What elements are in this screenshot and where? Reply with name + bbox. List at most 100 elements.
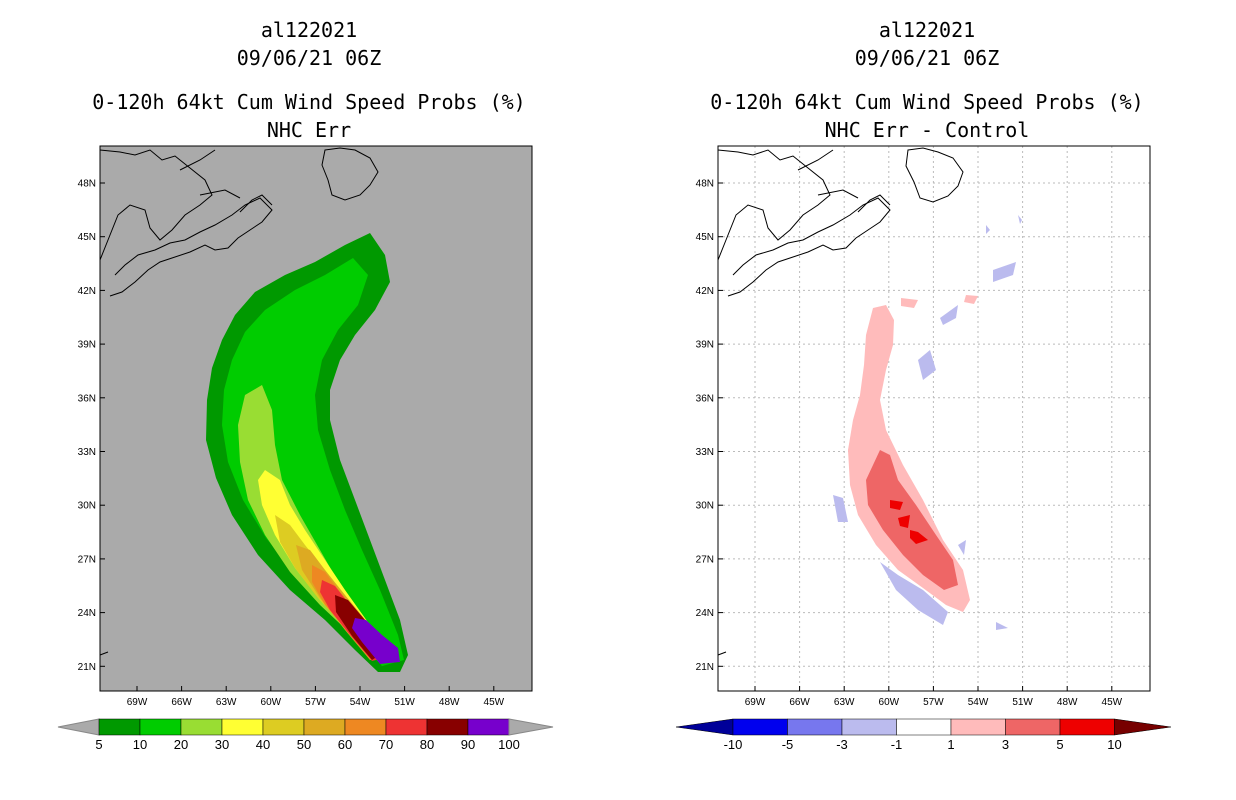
colorbar-swatch xyxy=(467,718,510,736)
colorbar-label: -3 xyxy=(836,737,848,752)
lat-label: 27N xyxy=(696,554,714,565)
contour-30-40 xyxy=(258,470,395,660)
colorbar-swatch xyxy=(180,718,223,736)
difference-contours xyxy=(833,215,1022,630)
lat-label: 39N xyxy=(696,340,714,351)
contour-neg-1-3-h xyxy=(958,540,966,555)
lat-label: 27N xyxy=(78,554,96,565)
colorbar-swatch xyxy=(950,718,1006,736)
subtitle: NHC Err - Control xyxy=(824,118,1030,142)
colorbar-label: 10 xyxy=(133,737,147,752)
contour-20-30 xyxy=(238,385,395,662)
lat-label: 45N xyxy=(696,232,714,243)
probability-contours xyxy=(206,233,408,672)
colorbar-label: 30 xyxy=(215,737,229,752)
colorbar: -10 -5 -3 -1 1 3 5 10 xyxy=(675,718,1172,752)
colorbar-label: 100 xyxy=(498,737,520,752)
lon-axis: 69W 66W 63W 60W 57W 54W 51W 48W 45W xyxy=(127,686,505,708)
lon-label: 54W xyxy=(350,697,371,708)
colorbar-swatch xyxy=(221,718,264,736)
colorbar-label: 5 xyxy=(95,737,102,752)
colorbar-label: 20 xyxy=(174,737,188,752)
colorbar-swatch xyxy=(344,718,387,736)
colorbar-label: 40 xyxy=(256,737,270,752)
map-svg: 48N 45N 42N 39N 36N 33N 30N 27N 24N 21N 69W 66W 63W… xyxy=(675,145,1172,752)
lat-label: 21N xyxy=(696,662,714,673)
lon-label: 57W xyxy=(305,697,326,708)
lat-label: 36N xyxy=(696,393,714,404)
storm-id-title: al122021 xyxy=(260,18,358,42)
colorbar-label: 80 xyxy=(420,737,434,752)
colorbar-swatch xyxy=(262,718,305,736)
datetime-title: 09/06/21 06Z xyxy=(236,46,382,70)
contour-pos-1-3-c xyxy=(964,295,978,304)
lat-label: 30N xyxy=(78,501,96,512)
lat-label: 21N xyxy=(78,662,96,673)
lon-label: 45W xyxy=(484,697,505,708)
colorbar-label: -5 xyxy=(782,737,794,752)
colorbar-high-end xyxy=(508,718,554,736)
right-panel: al122021 09/06/21 06Z 0-120h 64kt Cum Wi… xyxy=(618,0,1236,800)
lat-label: 30N xyxy=(696,501,714,512)
lon-label: 48W xyxy=(439,697,460,708)
lat-axis: 48N 45N 42N 39N 36N 33N 30N 27N 24N 21N xyxy=(696,179,723,673)
coastline xyxy=(99,147,379,656)
lon-label: 48W xyxy=(1057,697,1078,708)
contour-neg-1-3-d xyxy=(940,305,958,325)
lat-label: 48N xyxy=(78,179,96,190)
left-panel: al122021 09/06/21 06Z 0-120h 64kt Cum Wi… xyxy=(57,18,554,752)
contour-pos-1-3 xyxy=(848,305,970,612)
lat-label: 24N xyxy=(78,608,96,619)
lon-label: 60W xyxy=(261,697,282,708)
lon-label: 63W xyxy=(216,697,237,708)
lon-label: 45W xyxy=(1102,697,1123,708)
lat-label: 24N xyxy=(696,608,714,619)
colorbar-label: 3 xyxy=(1002,737,1009,752)
colorbar-label: -1 xyxy=(891,737,903,752)
colorbar-label: -10 xyxy=(724,737,743,752)
lon-label: 63W xyxy=(834,697,855,708)
subtitle: NHC Err xyxy=(266,118,352,142)
colorbar-label: 1 xyxy=(947,737,954,752)
contour-10-20 xyxy=(222,258,404,666)
colorbar-swatch xyxy=(1005,718,1061,736)
colorbar: 5 10 20 30 40 50 60 70 80 90 100 xyxy=(57,718,554,752)
datetime-title: 09/06/21 06Z xyxy=(854,46,1000,70)
lat-label: 48N xyxy=(696,179,714,190)
lat-label: 39N xyxy=(78,340,96,351)
lon-label: 51W xyxy=(1012,697,1033,708)
contour-neg-1-3-b xyxy=(986,225,990,234)
colorbar-swatch xyxy=(426,718,469,736)
colorbar-swatch xyxy=(896,718,952,736)
colorbar-low-end xyxy=(57,718,100,736)
colorbar-label: 70 xyxy=(379,737,393,752)
contour-neg-1-3-a xyxy=(1018,215,1022,224)
lon-label: 57W xyxy=(923,697,944,708)
colorbar-swatch xyxy=(787,718,843,736)
lon-axis: 69W 66W 63W 60W 57W 54W 51W 48W 45W xyxy=(745,686,1123,708)
colorbar-high-end xyxy=(1114,718,1172,736)
lat-label: 45N xyxy=(78,232,96,243)
product-title: 0-120h 64kt Cum Wind Speed Probs (%) xyxy=(92,90,526,114)
contour-neg-1-3-i xyxy=(996,622,1008,630)
colorbar-label: 5 xyxy=(1056,737,1063,752)
contour-pos-5-10-b xyxy=(898,515,910,528)
colorbar-label: 10 xyxy=(1107,737,1121,752)
colorbar-swatch xyxy=(139,718,182,736)
colorbar-swatch xyxy=(385,718,428,736)
lat-label: 42N xyxy=(78,286,96,297)
contour-neg-1-3-c xyxy=(993,262,1016,282)
lon-label: 54W xyxy=(968,697,989,708)
colorbar-label: 90 xyxy=(461,737,475,752)
contour-pos-3-5 xyxy=(866,450,958,590)
lat-axis: 48N 45N 42N 39N 36N 33N 30N 27N 24N 21N xyxy=(78,179,105,673)
map-frame xyxy=(99,145,533,692)
lon-label: 51W xyxy=(394,697,415,708)
colorbar-label: 50 xyxy=(297,737,311,752)
contour-neg-1-3-f xyxy=(833,495,848,522)
colorbar-swatch xyxy=(841,718,897,736)
lon-label: 69W xyxy=(745,697,766,708)
colorbar-low-end xyxy=(675,718,734,736)
storm-id-title: al122021 xyxy=(878,18,976,42)
lat-label: 33N xyxy=(78,447,96,458)
